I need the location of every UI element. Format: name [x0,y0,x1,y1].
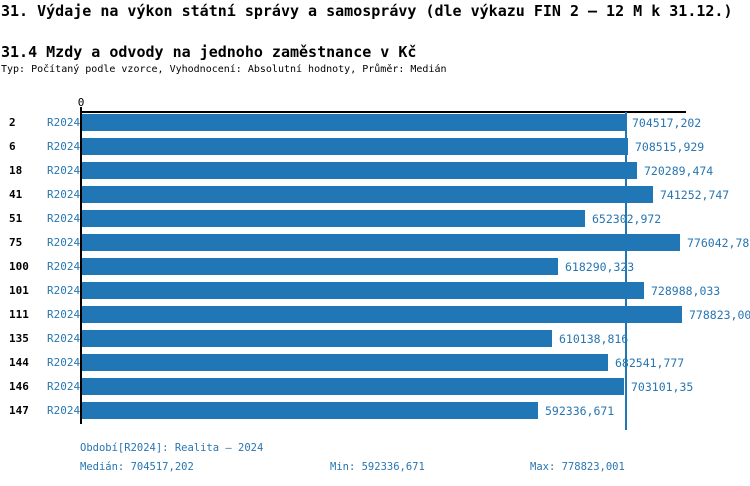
legend-period-label: Období[R2024]: Realita – 2024 [80,442,264,454]
row-period-label: R2024 [47,164,81,177]
bar [82,114,625,131]
bar [82,354,608,371]
bar [82,282,644,299]
bar [82,138,628,155]
row-period-label: R2024 [47,404,81,417]
row-period-label: R2024 [47,356,81,369]
stat-median: Medián: 704517,202 [80,461,194,473]
x-axis-zero-label: 0 [77,96,85,109]
bar [82,162,637,179]
bar-value-label: 703101,35 [631,380,694,394]
stat-min: Min: 592336,671 [330,461,425,473]
bar-value-label: 728988,033 [651,284,721,298]
bar-value-label: 704517,202 [632,116,702,130]
bar [82,210,585,227]
row-period-label: R2024 [47,308,81,321]
bar [82,186,653,203]
chart-title: 31.4 Mzdy a odvody na jednoho zaměstnanc… [1,43,417,61]
x-axis-line [80,111,686,113]
row-category-label: 2 [9,116,16,129]
row-period-label: R2024 [47,140,81,153]
x-axis-zero-tick [80,107,82,112]
row-category-label: 144 [9,356,29,369]
bar [82,402,538,419]
bar-value-label: 618290,323 [565,260,635,274]
bar [82,378,624,395]
row-category-label: 18 [9,164,23,177]
row-period-label: R2024 [47,188,81,201]
bar-value-label: 778823,001 [689,308,750,322]
row-period-label: R2024 [47,212,81,225]
bar-value-label: 741252,747 [660,188,730,202]
row-category-label: 111 [9,308,29,321]
bar [82,234,680,251]
row-category-label: 147 [9,404,29,417]
row-category-label: 101 [9,284,29,297]
stat-max: Max: 778823,001 [530,461,625,473]
bar [82,258,558,275]
bar-value-label: 610138,816 [559,332,629,346]
bar [82,306,682,323]
bar-value-label: 682541,777 [615,356,685,370]
row-category-label: 6 [9,140,16,153]
bar-value-label: 720289,474 [644,164,714,178]
bar-value-label: 776042,787 [687,236,750,250]
bar [82,330,552,347]
row-category-label: 41 [9,188,23,201]
bar-value-label: 592336,671 [545,404,615,418]
row-period-label: R2024 [47,380,81,393]
row-category-label: 100 [9,260,29,273]
row-period-label: R2024 [47,332,81,345]
row-category-label: 146 [9,380,29,393]
median-reference-line [624,112,627,430]
row-category-label: 51 [9,212,23,225]
row-category-label: 75 [9,236,23,249]
bar-value-label: 708515,929 [635,140,705,154]
row-period-label: R2024 [47,284,81,297]
row-period-label: R2024 [47,236,81,249]
y-axis-line [80,111,82,424]
page-title: 31. Výdaje na výkon státní správy a samo… [1,2,733,20]
row-period-label: R2024 [47,116,81,129]
row-category-label: 135 [9,332,29,345]
chart-settings-line: Typ: Počítaný podle vzorce, Vyhodnocení:… [1,64,447,75]
row-period-label: R2024 [47,260,81,273]
